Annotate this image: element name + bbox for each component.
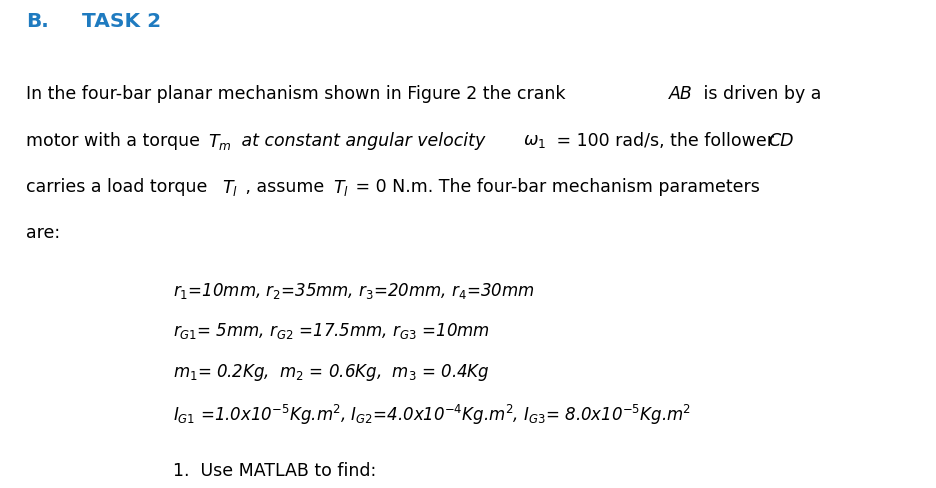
Text: CD: CD [768, 132, 793, 150]
Text: AB: AB [668, 85, 692, 103]
Text: $\mathit{T_l}$: $\mathit{T_l}$ [222, 178, 238, 198]
Text: = 100 rad/s, the follower: = 100 rad/s, the follower [550, 132, 779, 150]
Text: $r_{G1}$= 5mm, $r_{G2}$ =17.5mm, $r_{G3}$ =10mm: $r_{G1}$= 5mm, $r_{G2}$ =17.5mm, $r_{G3}… [173, 322, 490, 342]
Text: $\mathit{T_l}$: $\mathit{T_l}$ [332, 178, 348, 198]
Text: motor with a torque: motor with a torque [26, 132, 206, 150]
Text: = 0 N.m. The four-bar mechanism parameters: = 0 N.m. The four-bar mechanism paramete… [350, 178, 759, 196]
Text: at constant angular velocity: at constant angular velocity [236, 132, 490, 150]
Text: , assume: , assume [240, 178, 329, 196]
Text: TASK 2: TASK 2 [82, 12, 161, 31]
Text: 1.  Use MATLAB to find:: 1. Use MATLAB to find: [173, 462, 376, 480]
Text: In the four-bar planar mechanism shown in Figure 2 the crank: In the four-bar planar mechanism shown i… [26, 85, 571, 103]
Text: $\omega_1$: $\omega_1$ [522, 132, 546, 150]
Text: is driven by a: is driven by a [697, 85, 821, 103]
Text: $m_1$= 0.2Kg,  $m_2$ = 0.6Kg,  $m_3$ = 0.4Kg: $m_1$= 0.2Kg, $m_2$ = 0.6Kg, $m_3$ = 0.4… [173, 362, 490, 383]
Text: carries a load torque: carries a load torque [26, 178, 212, 196]
Text: $r_1$=10mm, $r_2$=35mm, $r_3$=20mm, $r_4$=30mm: $r_1$=10mm, $r_2$=35mm, $r_3$=20mm, $r_4… [173, 281, 534, 301]
Text: $I_{G1}$ =1.0x10$^{-5}$Kg.m$^2$, $I_{G2}$=4.0x10$^{-4}$Kg.m$^2$, $I_{G3}$= 8.0x1: $I_{G1}$ =1.0x10$^{-5}$Kg.m$^2$, $I_{G2}… [173, 403, 691, 427]
Text: $\mathit{T_m}$: $\mathit{T_m}$ [208, 132, 231, 152]
Text: are:: are: [26, 224, 60, 243]
Text: B.: B. [26, 12, 49, 31]
